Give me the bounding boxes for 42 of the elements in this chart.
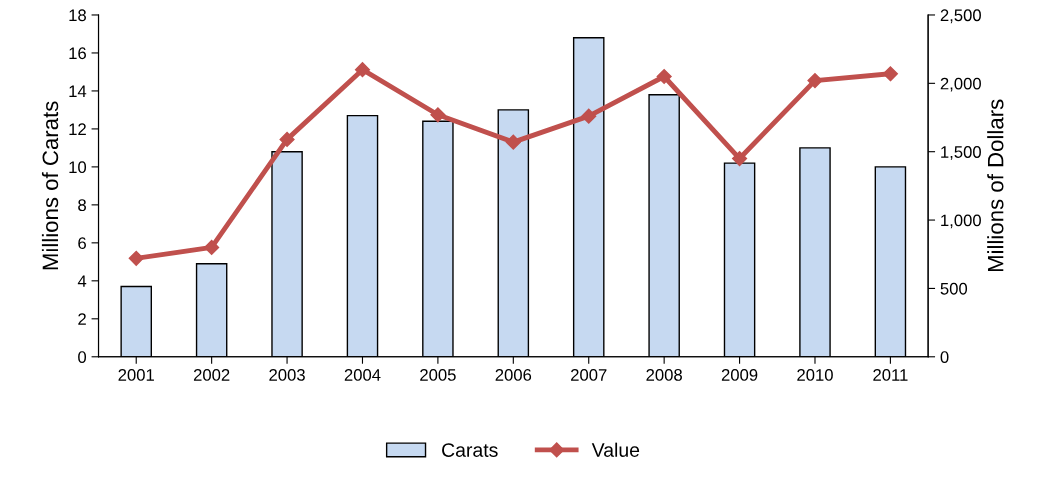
y-tick-label: 8 [78, 199, 86, 212]
point [882, 66, 898, 82]
point [279, 131, 295, 147]
point [354, 62, 371, 78]
y-tick-label: 14 [69, 85, 87, 97]
point [731, 150, 748, 167]
point [807, 73, 823, 89]
y2-tick-label: 2,500 [940, 9, 981, 24]
x-tick-label: 2007 [571, 369, 607, 381]
x-tick-label: 2006 [495, 369, 532, 381]
x-tick-label: 2002 [193, 369, 230, 381]
x-tick-label: 2003 [269, 369, 305, 381]
y2-axis-title: Millions of Dollars [987, 99, 1004, 272]
y2-tick-label: 500 [940, 282, 968, 295]
y-tick-label: 6 [78, 237, 86, 250]
x-tick-label: 2010 [797, 369, 833, 381]
y2-tick-label: 1,500 [941, 146, 981, 160]
x-tick-label: 2005 [420, 369, 456, 381]
y2-tick-label: 2,000 [940, 77, 981, 92]
point [204, 239, 220, 255]
y-tick-label: 0 [78, 351, 87, 363]
x-tick-label: 2001 [118, 369, 154, 381]
x-tick-label: 2011 [873, 369, 908, 381]
y2-tick-label: 1,000 [941, 214, 981, 229]
y-tick-label: 12 [69, 123, 86, 135]
point [430, 107, 446, 123]
y-tick-label: 18 [69, 9, 86, 22]
x-tick-label: 2008 [646, 369, 682, 381]
point [581, 108, 597, 124]
x-tick-label: 2009 [721, 369, 758, 381]
y-tick-label: 16 [69, 47, 86, 60]
y-tick-label: 4 [77, 275, 87, 287]
y-axis-title: Millions of Carats [41, 101, 59, 270]
legend-label: Carats [442, 443, 498, 457]
y-tick-label: 2 [78, 313, 86, 325]
point [128, 250, 144, 266]
y-tick-label: 10 [69, 161, 87, 174]
point [505, 134, 521, 150]
point [656, 68, 672, 85]
legend-label: Value [591, 442, 640, 457]
x-tick-label: 2004 [344, 369, 381, 381]
y2-tick-label: 0 [940, 351, 949, 363]
